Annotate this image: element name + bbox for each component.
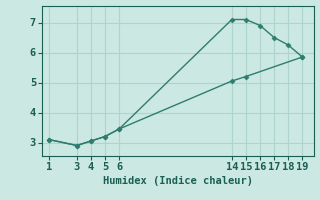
X-axis label: Humidex (Indice chaleur): Humidex (Indice chaleur) [103, 176, 252, 186]
